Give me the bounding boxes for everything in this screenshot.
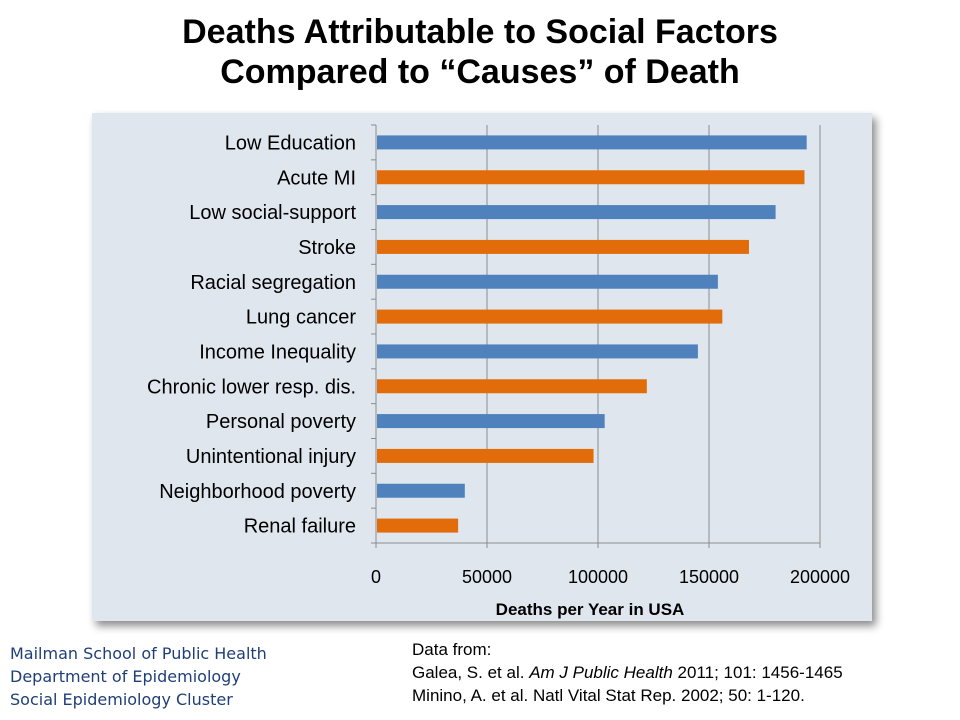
institution-line: Mailman School of Public Health — [10, 644, 267, 663]
institution-block: Mailman School of Public Health Departme… — [10, 642, 267, 711]
category-label: Personal poverty — [206, 411, 356, 433]
bar-chart: Low Education Acute MI Low social-support S… — [147, 124, 850, 619]
x-tick-label: 150000 — [679, 567, 739, 587]
category-label: Low social-support — [189, 202, 356, 224]
bar — [377, 309, 723, 324]
bar — [377, 379, 647, 394]
x-tick-label: 100000 — [568, 567, 628, 587]
category-label: Lung cancer — [246, 307, 356, 329]
chart-panel — [92, 113, 872, 621]
institution-line: Department of Epidemiology — [10, 667, 241, 686]
x-axis-title: Deaths per Year in USA — [496, 600, 685, 619]
bar — [377, 205, 776, 220]
category-label: Unintentional injury — [186, 446, 356, 468]
category-label: Stroke — [298, 237, 356, 259]
bar — [377, 344, 698, 359]
bar — [377, 170, 805, 185]
source-authors: Galea, S. et al. — [412, 663, 530, 682]
sources-block: Data from: Galea, S. et al. Am J Public … — [412, 638, 843, 707]
bar — [377, 448, 594, 463]
category-label: Renal failure — [244, 516, 356, 538]
x-tick-label: 0 — [371, 567, 381, 587]
bar — [377, 518, 459, 533]
category-label: Low Education — [225, 132, 356, 154]
bar — [377, 135, 807, 150]
bar — [377, 483, 465, 498]
category-label: Income Inequality — [199, 341, 356, 363]
source-journal: Am J Public Health — [529, 663, 673, 682]
category-label: Neighborhood poverty — [159, 481, 356, 503]
source-citation: Minino, A. et al. Natl Vital Stat Rep. 2… — [412, 686, 805, 705]
category-label: Racial segregation — [190, 272, 356, 294]
category-label: Chronic lower resp. dis. — [147, 376, 356, 398]
category-label: Acute MI — [277, 167, 356, 189]
source-citation: Galea, S. et al. Am J Public Health 2011… — [412, 661, 843, 684]
chart-title: Deaths Attributable to Social Factors Co… — [0, 12, 960, 92]
source-details: 2011; 101: 1456-1465 — [672, 663, 843, 682]
x-tick-label: 50000 — [462, 567, 512, 587]
bar — [377, 414, 605, 429]
bar — [377, 274, 718, 289]
title-line-1: Deaths Attributable to Social Factors — [182, 13, 778, 51]
institution-line: Social Epidemiology Cluster — [10, 690, 233, 709]
sources-heading: Data from: — [412, 640, 492, 659]
title-line-2: Compared to “Causes” of Death — [220, 53, 740, 91]
x-tick-label: 200000 — [790, 567, 850, 587]
bar — [377, 239, 749, 254]
